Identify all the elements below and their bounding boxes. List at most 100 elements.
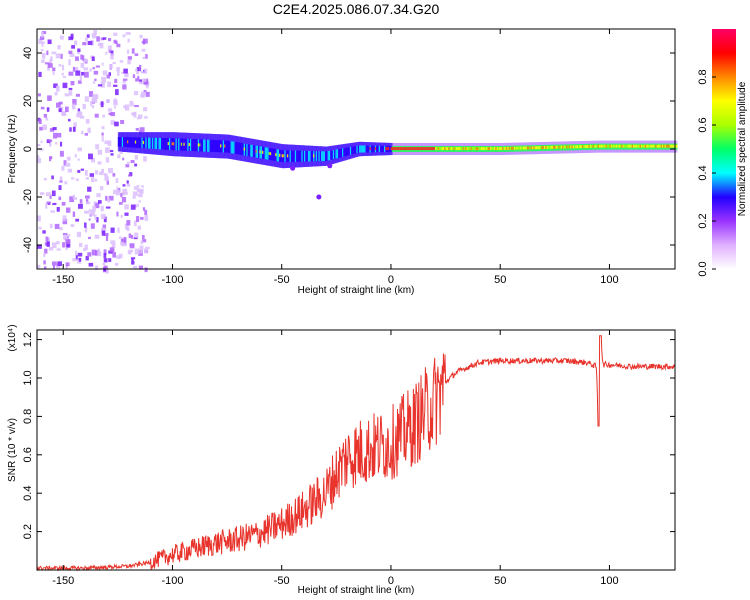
x-tick-label: 0 <box>388 575 394 587</box>
noise-cell <box>134 248 140 255</box>
band-core <box>176 138 180 151</box>
band-peak <box>614 144 618 148</box>
band-core <box>382 145 386 153</box>
colorbar-tick-label: 0.8 <box>697 69 709 84</box>
snr-x-axis-title: Height of straight line (km) <box>298 585 415 596</box>
noise-cell <box>52 265 56 270</box>
band-core <box>128 137 131 148</box>
band-peak <box>616 144 619 148</box>
y-tick-label: 0.6 <box>22 447 34 462</box>
noise-cell <box>133 91 139 96</box>
noise-cell <box>77 48 81 53</box>
band-peak <box>652 144 656 148</box>
band-core <box>221 140 224 153</box>
noise-cell <box>51 175 54 180</box>
noise-cell <box>85 119 90 124</box>
noise-cell <box>87 252 92 257</box>
band-core <box>344 147 348 157</box>
noise-cell <box>101 82 105 86</box>
band-core <box>178 138 181 151</box>
noise-cell <box>55 141 58 145</box>
band-peak <box>508 146 512 150</box>
noise-cell <box>100 205 104 212</box>
band-peak <box>478 147 481 151</box>
band-core <box>175 138 179 151</box>
noise-cell <box>143 248 148 254</box>
band-core <box>300 150 303 162</box>
band-core <box>125 137 129 148</box>
spectrogram-panel: -150 -100 -50 0 50 100 -40 -20 0 20 40 Height of … <box>7 28 678 296</box>
band-core <box>248 144 252 157</box>
band-peak <box>427 147 430 151</box>
snr-panel: -150 -100 -50 0 50 100 0.2 0.4 0.6 0.8 1.0 1.2 Hei… <box>7 324 676 596</box>
noise-cell <box>144 116 148 119</box>
band-core <box>381 145 384 153</box>
noise-cell <box>145 91 150 97</box>
band-peak <box>534 146 538 150</box>
noise-cell <box>120 214 123 218</box>
noise-cell <box>134 191 138 197</box>
band-peak <box>622 144 626 148</box>
band-peak <box>492 147 496 151</box>
noise-cell <box>55 263 61 269</box>
band-peak <box>425 147 429 151</box>
band-peak <box>633 144 636 148</box>
band-peak <box>496 147 500 151</box>
noise-cell <box>120 238 123 243</box>
band-peak <box>374 147 378 151</box>
band-peak <box>554 145 557 149</box>
band-peak <box>634 144 637 148</box>
noise-cell <box>58 101 63 105</box>
noise-dot <box>327 163 333 169</box>
noise-cell <box>39 192 45 196</box>
snr-y-axis: 0.2 0.4 0.6 0.8 1.0 1.2 <box>22 332 675 539</box>
noise-cell <box>106 99 111 103</box>
noise-cell <box>110 53 114 60</box>
noise-cell <box>78 203 83 209</box>
band-core <box>368 145 371 153</box>
band-peak <box>402 147 405 151</box>
noise-cell <box>41 31 44 38</box>
noise-cell <box>74 66 79 72</box>
noise-cell <box>110 112 116 117</box>
band-peak <box>515 146 518 150</box>
spectrogram-x-axis-title: Height of straight line (km) <box>298 285 415 296</box>
band-peak <box>520 146 523 150</box>
noise-cell <box>142 56 146 60</box>
noise-cell <box>94 113 99 118</box>
band-core <box>129 137 133 148</box>
band-peak <box>631 144 635 148</box>
noise-cell <box>118 253 123 259</box>
noise-cell <box>87 186 92 192</box>
band-core <box>250 144 253 157</box>
noise-cell <box>65 262 70 267</box>
noise-cell <box>101 135 104 142</box>
noise-cell <box>115 89 119 96</box>
snr-y-axis-title: SNR (10 * v/v) <box>7 418 18 482</box>
noise-cell <box>92 94 98 100</box>
band-peak <box>415 147 418 151</box>
band-peak <box>627 144 631 148</box>
noise-cell <box>59 180 63 183</box>
noise-cell <box>48 139 53 142</box>
snr-line <box>36 335 676 572</box>
noise-cell <box>74 154 77 158</box>
noise-cell <box>55 85 60 92</box>
noise-cell <box>52 67 56 71</box>
noise-cell <box>43 266 47 270</box>
band-core <box>359 145 362 153</box>
noise-cell <box>143 90 147 94</box>
band-peak <box>505 146 509 150</box>
noise-cell <box>59 35 64 40</box>
noise-cell <box>94 170 99 175</box>
noise-cell <box>126 225 129 231</box>
band-core <box>362 145 366 153</box>
band-core <box>170 138 173 151</box>
y-tick-label: 0.4 <box>22 486 34 501</box>
band-peak <box>553 145 556 149</box>
noise-cell <box>91 56 95 62</box>
band-peak <box>171 142 175 146</box>
band-peak <box>433 147 437 151</box>
noise-cell <box>55 53 61 59</box>
noise-cell <box>67 234 71 237</box>
